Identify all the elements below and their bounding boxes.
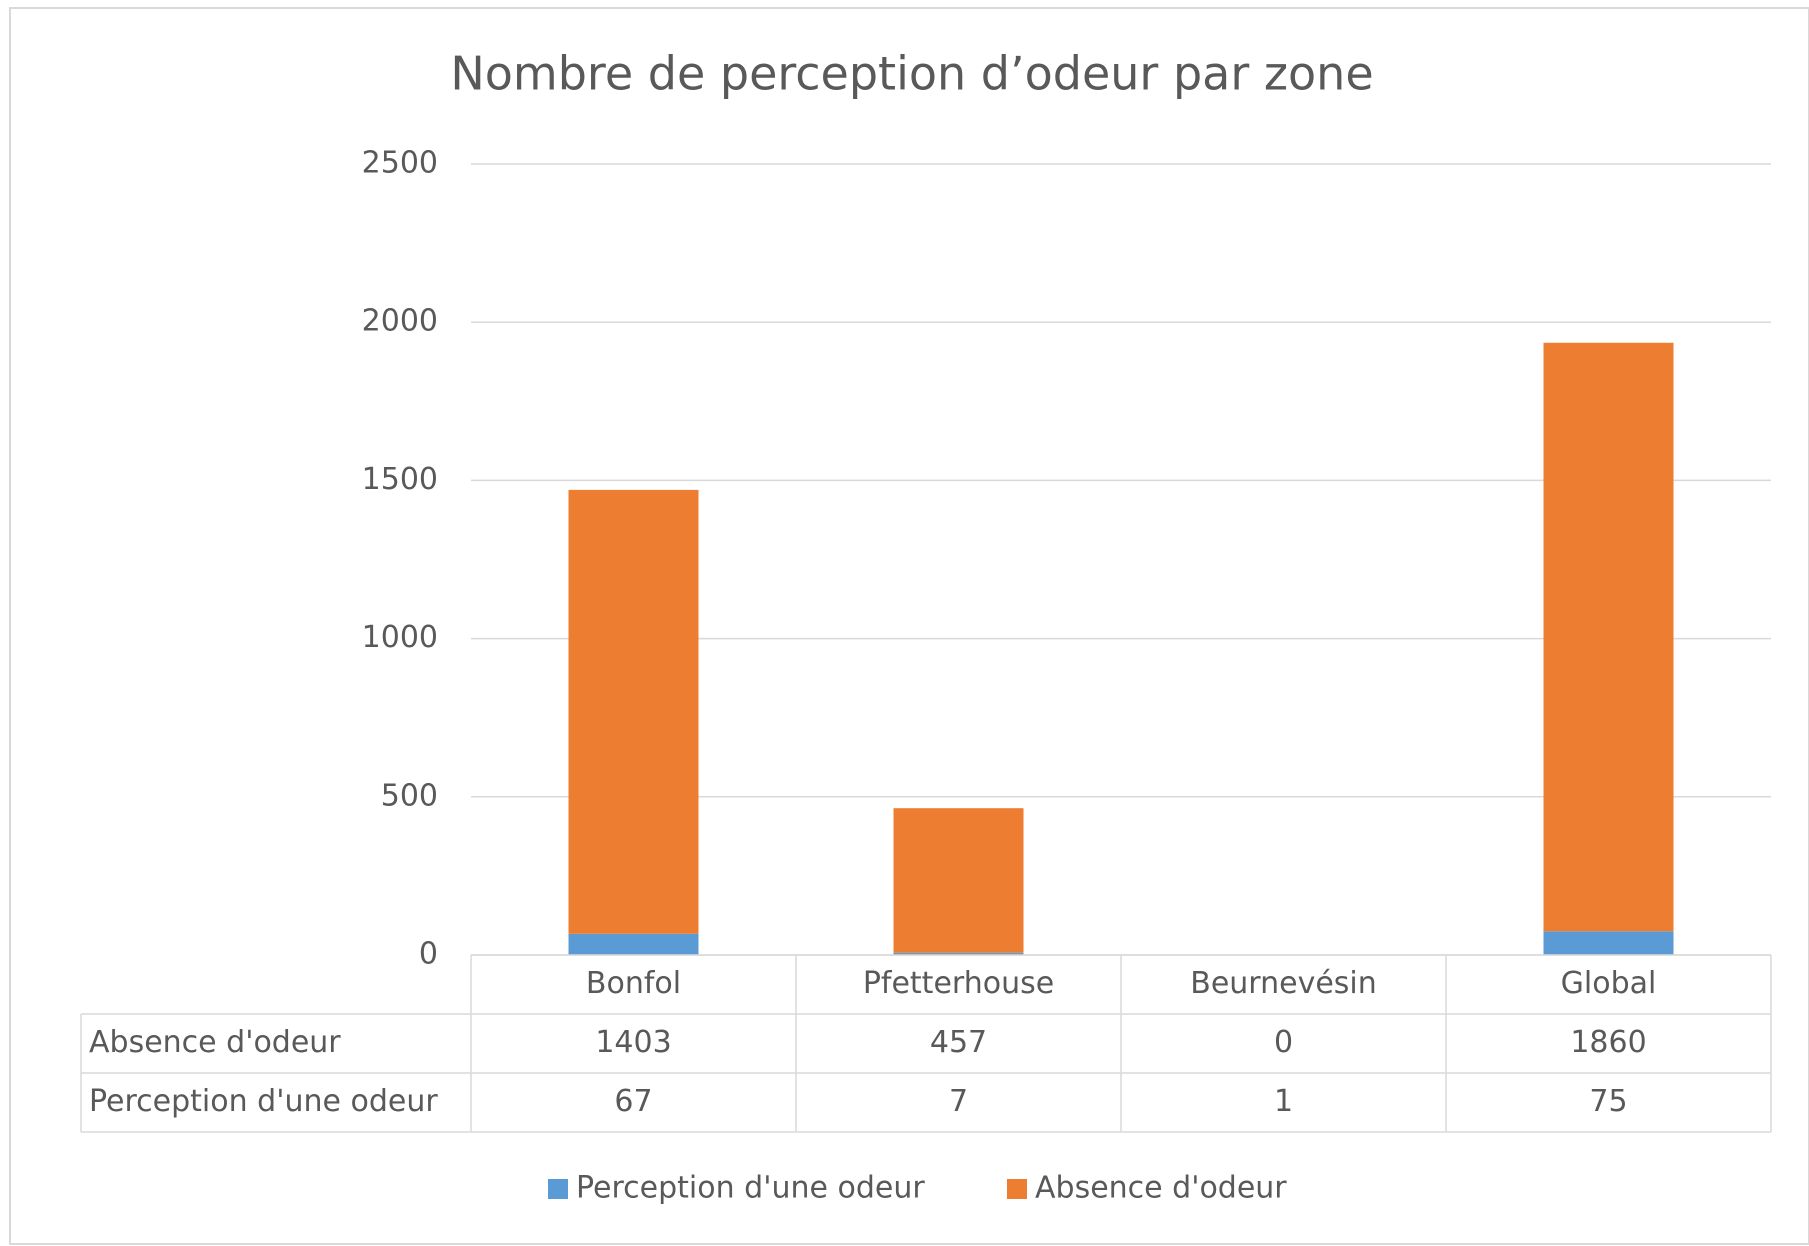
chart-title: Nombre de perception d’odeur par zone [450,47,1373,101]
y-tick-label: 2500 [362,146,438,181]
table-value: 1403 [595,1025,671,1060]
chart-frame [9,7,1809,1245]
table-value: 0 [1274,1025,1293,1060]
legend-swatch [548,1179,568,1199]
x-tick-label: Bonfol [586,966,681,1001]
y-tick-label: 1500 [362,462,438,497]
table-value: 1 [1274,1084,1293,1119]
y-tick-label: 2000 [362,304,438,339]
y-tick-label: 1000 [362,620,438,655]
table-row-label: Perception d'une odeur [89,1084,438,1119]
x-tick-label: Global [1561,966,1657,1001]
legend-label: Absence d'odeur [1035,1171,1287,1206]
table-value: 457 [930,1025,987,1060]
table-row-label: Absence d'odeur [89,1025,341,1060]
bar-segment [1543,931,1674,955]
table-value: 67 [614,1084,652,1119]
bar-segment [568,933,699,955]
table-value: 7 [949,1084,968,1119]
bar-segment [568,489,699,934]
legend-swatch [1007,1179,1027,1199]
table-value: 1860 [1570,1025,1646,1060]
legend-label: Perception d'une odeur [576,1171,925,1206]
bar-segment [893,952,1024,955]
bar-segment [893,808,1024,953]
bar-segment [1543,342,1674,932]
y-tick-label: 500 [381,778,438,813]
x-tick-label: Pfetterhouse [863,966,1054,1001]
table-value: 75 [1589,1084,1627,1119]
y-tick-label: 0 [419,937,438,972]
x-tick-label: Beurnevésin [1190,966,1377,1001]
